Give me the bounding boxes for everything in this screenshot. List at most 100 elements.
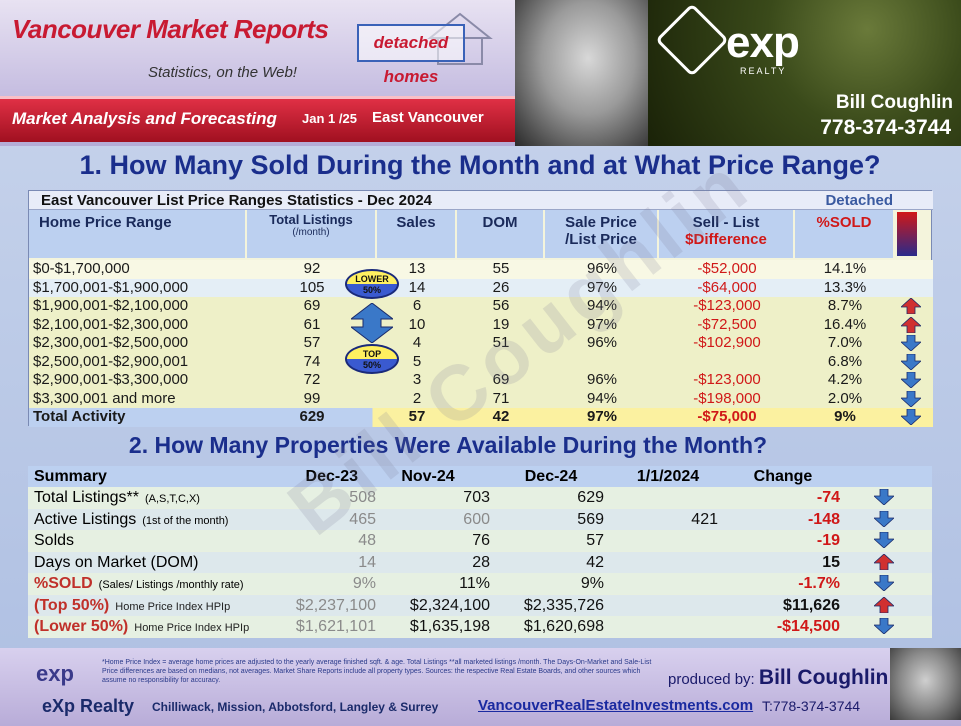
table-row: $1,700,001-$1,900,000 105 14 26 97% -$64,000 1… — [29, 278, 933, 297]
cell-range: $1,700,001-$1,900,000 — [33, 278, 189, 296]
summary-c4 — [618, 552, 718, 573]
summary-label: Solds — [34, 530, 80, 551]
summary-c4 — [618, 616, 718, 637]
arrow-down-icon — [872, 617, 896, 639]
summary-c4 — [618, 487, 718, 508]
summary-c2: $1,635,198 — [409, 618, 490, 635]
summary-label: %SOLD (Sales/ Listings /monthly rate) — [34, 573, 244, 594]
cell-dom: 26 — [492, 278, 510, 296]
cell-dom: 19 — [492, 315, 510, 333]
cell-dom: 69 — [492, 371, 510, 388]
cell-dom: 55 — [492, 260, 510, 277]
summary-c1: $1,621,101 — [295, 618, 376, 635]
color-gradient-icon — [897, 212, 917, 256]
range-arrow-icon — [349, 301, 395, 348]
col-listings-label: Total Listings — [269, 212, 353, 227]
summary-change: $11,626 — [783, 596, 840, 614]
cell-listings: 92 — [303, 260, 321, 277]
summary-c2: $2,324,100 — [409, 596, 490, 614]
summary-change: -19 — [816, 532, 840, 549]
cell-diff: -$102,900 — [693, 334, 761, 351]
section1-heading: 1. How Many Sold During the Month and at… — [79, 150, 881, 180]
col-ratio: Sale Price /List Price — [545, 210, 659, 258]
cell-listings: 629 — [299, 408, 325, 425]
footer-cities: Chilliwack, Mission, Abbotsford, Langley… — [152, 700, 439, 714]
col-diff: Sell - List $Difference — [659, 210, 795, 258]
footer-brand: eXp Realty — [42, 696, 135, 716]
cell-range: $0-$1,700,000 — [33, 260, 130, 277]
col-summary: Summary — [34, 468, 107, 485]
cell-sold: 14.1% — [823, 260, 867, 277]
arrow-down-icon — [899, 371, 923, 391]
col-diff-2: $Difference — [685, 231, 767, 248]
arrow-up-icon — [899, 297, 923, 317]
produced-by-label: produced by: — [668, 671, 755, 688]
arrow-down-icon — [899, 390, 923, 410]
summary-change: -74 — [816, 489, 840, 506]
summary-c1: 48 — [358, 532, 376, 549]
header-red-bar: Market Analysis and Forecasting Jan 1 /2… — [0, 96, 515, 142]
summary-label: Days on Market (DOM) — [34, 552, 204, 573]
footer-logo: exp — [36, 661, 74, 686]
cell-sales: 57 — [408, 408, 426, 425]
arrow-down-icon — [899, 334, 923, 354]
agent-photo — [515, 0, 648, 146]
col-dec23: Dec-23 — [305, 468, 358, 485]
cell-range: $3,300,001 and more — [33, 389, 176, 407]
property-type-badge: detached homes — [357, 24, 465, 86]
cell-sales: 2 — [412, 389, 422, 407]
summary-c1: 9% — [352, 575, 376, 592]
cell-sales: 6 — [412, 297, 422, 314]
cell-ratio: 96% — [586, 334, 618, 351]
summary-label-text: Solds — [34, 532, 75, 549]
col-range: Home Price Range — [29, 210, 247, 258]
summary-label-text: Total Listings** — [34, 489, 139, 506]
summary-change: -148 — [807, 510, 840, 528]
summary-header: Summary Dec-23 Nov-24 Dec-24 1/1/2024 Ch… — [28, 466, 932, 487]
summary-label: Total Listings** (A,S,T,C,X) — [34, 487, 200, 508]
report-subtitle: Statistics, on the Web! — [148, 64, 297, 81]
table-row: $0-$1,700,000 92 13 55 96% -$52,000 14.1% — [29, 260, 933, 279]
header: Vancouver Market Reports Statistics, on … — [0, 0, 961, 146]
website-link[interactable]: VancouverRealEstateInvestments.com — [478, 697, 754, 714]
col-sales: Sales — [377, 210, 457, 258]
table-type: Detached — [825, 192, 893, 209]
cell-dom: 56 — [492, 297, 510, 314]
agent-name: Bill Coughlin — [835, 92, 953, 113]
summary-c4 — [618, 573, 718, 594]
koi-pond-image: exp REALTY Bill Coughlin 778-374-3744 — [648, 0, 961, 146]
summary-label: (Top 50%) Home Price Index HPIp — [34, 595, 230, 616]
table-row: $2,100,001-$2,300,000 61 10 19 97% -$72,500 16… — [29, 315, 933, 336]
summary-c4: 421 — [691, 510, 718, 528]
arrow-down-icon — [872, 488, 896, 510]
cell-diff: -$75,000 — [697, 408, 757, 425]
summary-c1: 508 — [349, 489, 376, 506]
arrow-up-icon — [899, 315, 923, 336]
summary-row: (Top 50%) Home Price Index HPIp $2,237,100… — [28, 594, 932, 616]
col-ratio-1: Sale Price — [565, 214, 637, 231]
cell-listings: 61 — [303, 315, 321, 333]
cell-sales: 14 — [408, 278, 426, 296]
cell-diff: -$198,000 — [693, 389, 761, 407]
cell-dom: 71 — [492, 389, 510, 407]
summary-row: (Lower 50%) Home Price Index HPIp $1,621,1… — [28, 616, 932, 637]
summary-c3: 569 — [577, 510, 604, 528]
summary-c1: 14 — [358, 553, 376, 571]
exp-realty-label: REALTY — [740, 66, 787, 76]
summary-c2: 11% — [459, 575, 490, 592]
report-title: Vancouver Market Reports — [12, 14, 329, 44]
footer-agent-photo — [890, 648, 961, 720]
arrow-up-icon — [872, 552, 896, 575]
summary-c3: $2,335,726 — [523, 596, 604, 614]
arrow-down-icon — [872, 574, 896, 596]
cell-ratio: 97% — [586, 315, 618, 333]
summary-label-note: Home Price Index HPIp — [115, 600, 231, 613]
table-row: $3,300,001 and more 99 2 71 94% -$198,000 2.0% — [29, 389, 933, 410]
summary-row: Active Listings (1st of the month) 465 600 5… — [28, 508, 932, 530]
top-50-badge-line1: TOP — [362, 348, 382, 359]
cell-sold: 7.0% — [827, 334, 863, 351]
cell-range: $2,300,001-$2,500,000 — [33, 334, 189, 351]
summary-change: 15 — [822, 553, 840, 571]
table-header: Home Price Range Total Listings (/month)… — [29, 210, 933, 258]
